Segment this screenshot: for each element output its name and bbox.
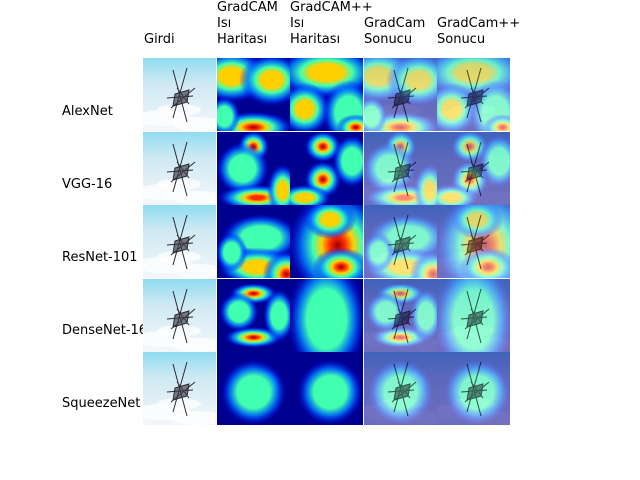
- heatmap-blob: [312, 247, 364, 279]
- aircraft-silhouette: [166, 141, 196, 196]
- heatmap-blob: [266, 163, 290, 205]
- cell-input-row1: [143, 58, 216, 131]
- heatmap-blob: [483, 114, 511, 131]
- cell-gradcampp_map-row1: [290, 58, 364, 131]
- heatmap-blob: [290, 278, 364, 352]
- heatmap-blob: [459, 247, 511, 279]
- cell-gradcampp_result-row3: [437, 205, 511, 279]
- heatmap-blob: [304, 131, 342, 162]
- heatmap-blob: [410, 289, 437, 342]
- cell-input-row3: [143, 205, 216, 279]
- heatmap-blob: [216, 232, 247, 273]
- aircraft-silhouette: [166, 215, 196, 270]
- heatmap-blob: [220, 359, 286, 426]
- column-header-input: Girdi: [144, 32, 175, 47]
- cloud: [157, 251, 201, 264]
- aircraft-silhouette: [387, 141, 417, 196]
- cloud: [157, 398, 201, 411]
- cell-gradcampp_result-row1: [437, 58, 511, 131]
- heatmap-blob: [262, 250, 290, 279]
- aircraft-silhouette: [387, 362, 417, 417]
- heatmap-blob: [363, 96, 387, 131]
- heatmap-blob: [365, 291, 406, 332]
- cell-gradcampp_map-row4: [290, 278, 364, 352]
- row-label-resnet101: ResNet-101: [62, 250, 138, 265]
- heatmap-blob: [479, 134, 511, 188]
- heatmap-blob: [216, 141, 269, 195]
- heatmap-blob: [336, 114, 364, 131]
- cloud: [172, 190, 216, 205]
- cell-gradcampp_result-row2: [437, 131, 511, 205]
- cell-gradcampp_map-row5: [290, 352, 364, 426]
- heatmap-blob: [332, 134, 364, 188]
- cell-gradcam_result-row5: [363, 352, 437, 426]
- aircraft-silhouette: [461, 67, 490, 123]
- aircraft-silhouette: [166, 362, 196, 417]
- heatmap-blob: [262, 289, 290, 342]
- aircraft-silhouette: [461, 288, 490, 343]
- heatmap-blob: [216, 96, 240, 131]
- heatmap-blob: [409, 250, 437, 279]
- heatmap-blob: [290, 184, 332, 205]
- heatmap-blob: [363, 141, 416, 195]
- heatmap-blob: [451, 131, 489, 162]
- column-header-gradcampp-heatmap: GradCAM++ Isı Haritası: [290, 0, 373, 47]
- heatmap-blob: [238, 58, 290, 107]
- row-label-squeezenet: SqueezeNet: [62, 396, 141, 411]
- image-grid: [143, 58, 513, 426]
- row-label-vgg16: VGG-16: [62, 177, 113, 192]
- cell-gradcam_map-row3: [216, 205, 290, 279]
- cloud: [172, 264, 216, 279]
- heatmap-blob: [218, 291, 259, 332]
- heatmap-blob: [290, 82, 332, 131]
- column-header-gradcam-heatmap: GradCAM Isı Haritası: [217, 0, 278, 47]
- cell-gradcam_map-row4: [216, 278, 290, 352]
- cell-input-row2: [143, 131, 216, 205]
- aircraft-silhouette: [387, 215, 417, 270]
- aircraft-silhouette: [166, 288, 196, 343]
- aircraft-silhouette: [387, 288, 417, 343]
- column-header-gradcam-result: GradCam Sonucu: [364, 16, 426, 47]
- aircraft-silhouette: [461, 362, 490, 417]
- heatmap-blob: [363, 232, 395, 273]
- cell-gradcam_result-row4: [363, 278, 437, 352]
- aircraft-silhouette: [461, 141, 490, 196]
- cell-input-row4: [143, 278, 216, 352]
- cell-input-row5: [143, 352, 216, 426]
- aircraft-silhouette: [166, 67, 196, 123]
- cell-gradcam_map-row2: [216, 131, 290, 205]
- heatmap-blob: [437, 82, 479, 131]
- cell-gradcam_map-row5: [216, 352, 290, 426]
- heatmap-blob: [385, 58, 437, 107]
- heatmap-blob: [297, 359, 364, 426]
- aircraft-silhouette: [387, 67, 417, 123]
- cell-gradcampp_result-row4: [437, 278, 511, 352]
- row-label-alexnet: AlexNet: [62, 104, 113, 119]
- heatmap-blob: [367, 359, 434, 426]
- heatmap-blob: [413, 163, 437, 205]
- cell-gradcam_result-row1: [363, 58, 437, 131]
- cell-gradcampp_map-row2: [290, 131, 364, 205]
- cell-gradcam_result-row3: [363, 205, 437, 279]
- row-label-densenet161: DenseNet-161: [62, 323, 156, 338]
- cloud: [157, 177, 201, 190]
- heatmap-blob: [451, 205, 504, 240]
- heatmap-blob: [304, 205, 357, 240]
- aircraft-silhouette: [461, 215, 490, 270]
- cell-gradcam_map-row1: [216, 58, 290, 131]
- cell-gradcampp_map-row3: [290, 205, 364, 279]
- cloud: [157, 104, 201, 116]
- cloud: [172, 337, 216, 352]
- column-header-gradcampp-result: GradCam++ Sonucu: [437, 16, 521, 47]
- cell-gradcam_result-row2: [363, 131, 437, 205]
- cloud: [157, 324, 201, 337]
- cloud: [172, 411, 216, 426]
- cloud: [172, 117, 216, 131]
- cell-gradcampp_result-row5: [437, 352, 511, 426]
